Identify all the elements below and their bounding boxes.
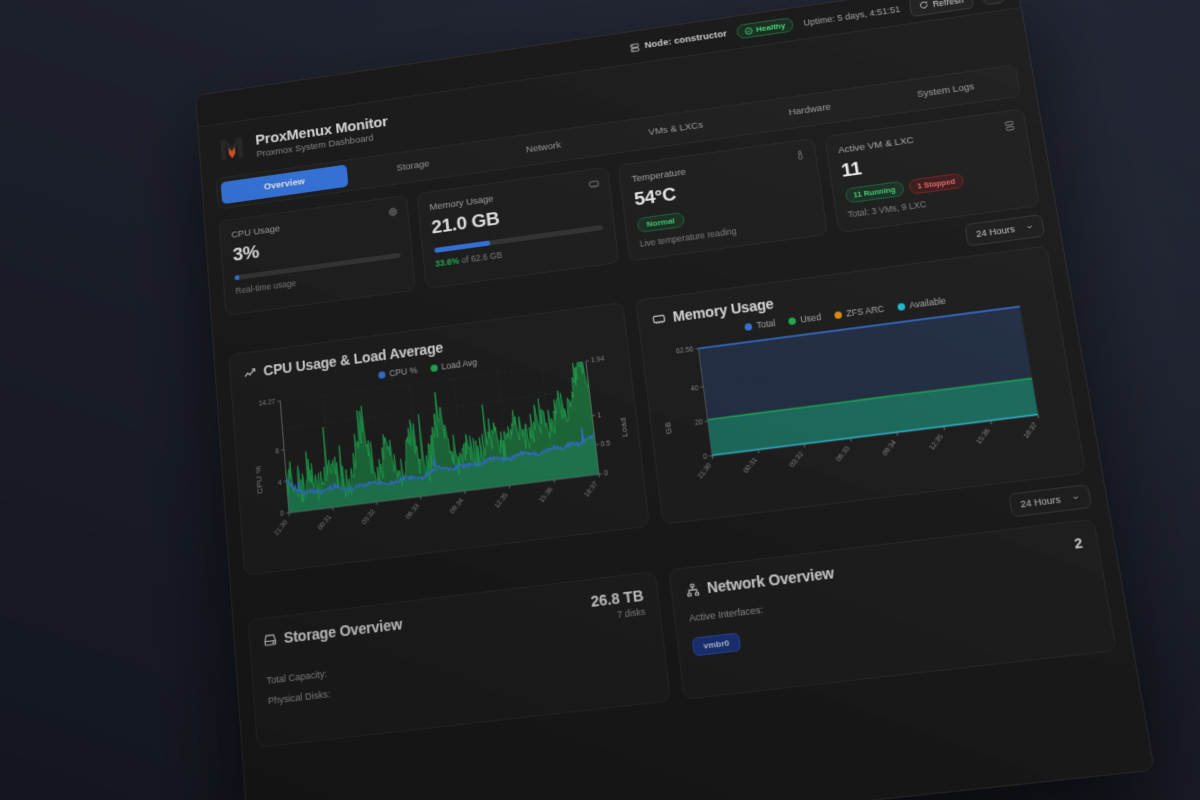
uptime-label: Uptime: 5 days, 4:51:51 — [802, 3, 901, 28]
memory-icon — [588, 178, 601, 193]
network-icon — [685, 582, 701, 598]
svg-text:40: 40 — [690, 385, 699, 393]
svg-text:06:33: 06:33 — [835, 445, 852, 464]
svg-text:12:35: 12:35 — [493, 491, 510, 509]
server-stack-icon — [1003, 120, 1017, 135]
memory-chart-ylabel: GB — [662, 421, 674, 435]
memory-chart-plot: 62.56 40 20 0 21:30 00:31 03:32 06:33 09:34 12:35… — [656, 295, 1069, 511]
svg-text:0: 0 — [280, 511, 285, 519]
thermometer-icon — [793, 149, 806, 164]
refresh-label: Refresh — [931, 0, 965, 9]
svg-text:09:34: 09:34 — [449, 497, 466, 515]
svg-text:62.56: 62.56 — [676, 346, 694, 355]
app-header: ProxMenux Monitor Proxmox System Dashboa… — [198, 8, 1029, 176]
svg-text:03:32: 03:32 — [361, 508, 378, 526]
svg-text:0: 0 — [604, 470, 609, 478]
svg-text:21:30: 21:30 — [273, 519, 290, 537]
cpu-icon — [387, 206, 399, 221]
temperature-status-badge: Normal — [636, 211, 685, 234]
chart-panel-memory: Memory Usage Total Used ZFS ARC Availabl… — [635, 245, 1087, 525]
chart-panel-cpu: CPU Usage & Load Average CPU % Load Avg … — [228, 301, 651, 576]
svg-text:0.5: 0.5 — [600, 440, 611, 449]
svg-text:00:31: 00:31 — [317, 513, 334, 531]
health-label: Healthy — [755, 21, 786, 34]
network-title-row: Network Overview — [685, 564, 835, 599]
dashboard-window: Node: constructor Healthy Uptime: 5 days… — [195, 0, 1155, 800]
svg-text:18:37: 18:37 — [1022, 421, 1039, 440]
memory-total: of 62.6 GB — [458, 249, 503, 266]
node-indicator: Node: constructor — [629, 29, 728, 54]
svg-text:12:35: 12:35 — [928, 433, 945, 452]
cpu-chart-plot: 14.27 8 4 0 1.94 1 0.5 0 21:30 00:31 03:32 06:33 09:… — [246, 351, 634, 562]
cpu-chart-y2label: Load — [618, 416, 630, 438]
network-interface-count: 2 — [1073, 534, 1084, 552]
time-range-value-bottom: 24 Hours — [1019, 494, 1062, 510]
status-badge-health: Healthy — [735, 16, 795, 40]
svg-text:4: 4 — [278, 479, 283, 487]
proxmenux-logo — [216, 133, 247, 165]
storage-title: Storage Overview — [283, 615, 403, 647]
network-interface-chip[interactable]: vmbr0 — [691, 632, 742, 657]
node-label: Node: constructor — [643, 28, 728, 52]
svg-text:06:33: 06:33 — [405, 502, 422, 520]
memory-percent: 33.6% — [434, 255, 460, 269]
chevron-down-icon — [1071, 493, 1081, 503]
svg-text:18:37: 18:37 — [583, 480, 600, 498]
svg-text:09:34: 09:34 — [881, 439, 898, 458]
svg-text:03:32: 03:32 — [788, 450, 805, 468]
time-range-value-top: 24 Hours — [975, 223, 1016, 240]
svg-text:1.94: 1.94 — [591, 356, 605, 365]
svg-text:15:36: 15:36 — [975, 427, 992, 446]
trending-up-icon — [243, 365, 257, 380]
hard-drive-icon — [263, 632, 277, 647]
svg-text:1: 1 — [597, 412, 602, 420]
server-icon — [629, 42, 640, 53]
chevron-down-icon — [1025, 222, 1035, 231]
charts-grid: CPU Usage & Load Average CPU % Load Avg … — [214, 234, 1102, 577]
svg-text:00:31: 00:31 — [742, 456, 759, 474]
vms-running-badge: 11 Running — [844, 180, 905, 204]
refresh-button[interactable]: Refresh — [908, 0, 975, 17]
theme-toggle-button[interactable] — [981, 0, 1005, 6]
vms-stopped-badge: 1 Stopped — [907, 172, 965, 195]
svg-text:21:30: 21:30 — [696, 462, 713, 480]
svg-text:0: 0 — [703, 454, 708, 462]
network-title: Network Overview — [705, 564, 835, 597]
storage-title-row: Storage Overview — [263, 615, 403, 648]
memory-icon — [651, 311, 666, 326]
refresh-icon — [919, 0, 930, 10]
check-circle-icon — [744, 26, 753, 35]
svg-text:8: 8 — [275, 448, 280, 456]
svg-text:15:36: 15:36 — [538, 486, 555, 504]
svg-text:14.27: 14.27 — [259, 399, 276, 408]
svg-text:20: 20 — [695, 419, 704, 427]
